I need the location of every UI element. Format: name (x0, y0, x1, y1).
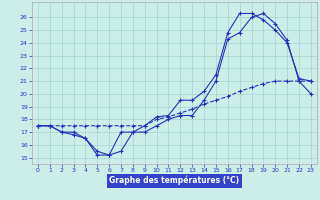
X-axis label: Graphe des températures (°C): Graphe des températures (°C) (109, 176, 239, 185)
